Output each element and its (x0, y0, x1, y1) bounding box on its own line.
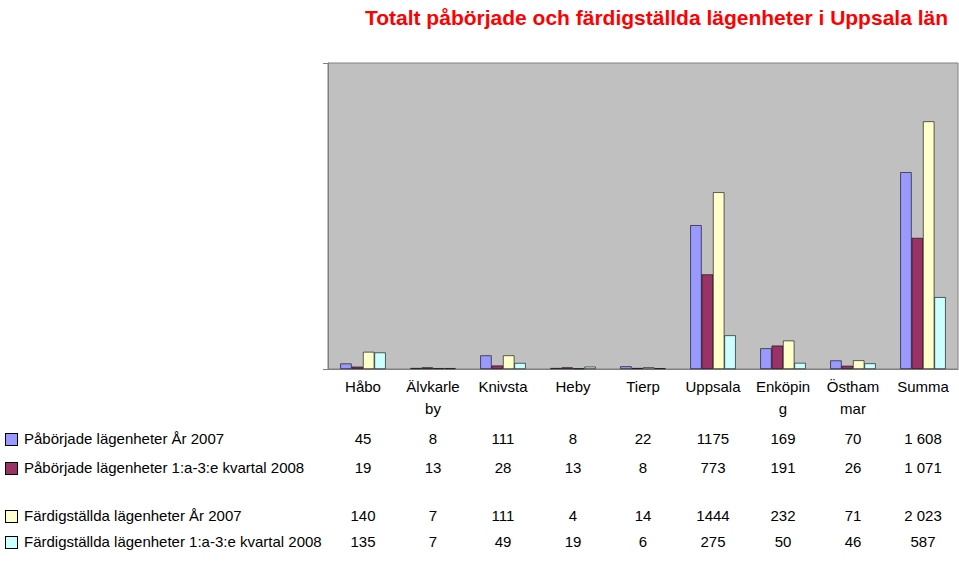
html-text:1 608: 1 608 (904, 430, 942, 447)
html-text:773: 773 (700, 459, 726, 476)
html-text:8: 8 (638, 459, 648, 476)
html-text:13: 13 (564, 459, 582, 476)
html-text:46: 46 (844, 533, 862, 550)
html-text:70: 70 (844, 430, 862, 447)
html-text:Färdigställda lägenheter 1:a-3: Färdigställda lägenheter 1:a-3:e kvartal… (24, 533, 322, 550)
html-text:71: 71 (844, 507, 862, 524)
html-text:45: 45 (354, 430, 372, 447)
svg-text:Totalt påbörjade och färdigstä: Totalt påbörjade och färdigställda lägen… (365, 6, 948, 29)
html-text:13: 13 (424, 459, 442, 476)
html-text:19: 19 (354, 459, 372, 476)
html-text:8: 8 (428, 430, 438, 447)
html-text:26: 26 (844, 459, 862, 476)
html-text:1444: 1444 (696, 507, 730, 524)
svg-text:Knivsta: Knivsta (478, 378, 528, 395)
html-text:19: 19 (564, 533, 582, 550)
svg-text:Enköpin: Enköpin (756, 378, 810, 395)
html-text:Färdigställda lägenheter År 20: Färdigställda lägenheter År 2007 (24, 507, 242, 524)
html-text:50: 50 (774, 533, 792, 550)
svg-text:Heby: Heby (555, 378, 591, 395)
html-text:22: 22 (634, 430, 652, 447)
html-text:232: 232 (770, 507, 796, 524)
html-text:4: 4 (568, 507, 578, 524)
html-text:2 023: 2 023 (904, 507, 942, 524)
html-text:14: 14 (634, 507, 652, 524)
svg-text:g: g (779, 400, 787, 417)
svg-text:Tierp: Tierp (626, 378, 660, 395)
html-text:28: 28 (494, 459, 512, 476)
html-text:111: 111 (491, 430, 515, 447)
svg-text:Håbo: Håbo (345, 378, 381, 395)
html-text:7: 7 (428, 533, 438, 550)
html-text:49: 49 (494, 533, 512, 550)
html-text:1175: 1175 (696, 430, 730, 447)
svg-text:by: by (425, 400, 441, 417)
html-text:Påbörjade lägenheter 1:a-3:e k: Påbörjade lägenheter 1:a-3:e kvartal 200… (24, 459, 305, 476)
svg-text:Summa: Summa (897, 378, 949, 395)
svg-text:Uppsala: Uppsala (685, 378, 741, 395)
svg-text:Östham: Östham (827, 378, 880, 395)
html-text:1 071: 1 071 (904, 459, 942, 476)
html-text:Påbörjade lägenheter År 2007: Påbörjade lägenheter År 2007 (24, 430, 225, 447)
html-text:7: 7 (428, 507, 438, 524)
html-text:135: 135 (350, 533, 376, 550)
svg-text:Älvkarle: Älvkarle (406, 378, 459, 395)
html-text:275: 275 (700, 533, 726, 550)
html-text:111: 111 (491, 507, 515, 524)
html-text:140: 140 (350, 507, 376, 524)
html-text:8: 8 (568, 430, 578, 447)
html-text:169: 169 (770, 430, 796, 447)
html-text:191: 191 (770, 459, 796, 476)
html-text:6: 6 (638, 533, 648, 550)
svg-text:mar: mar (840, 400, 866, 417)
html-text:587: 587 (910, 533, 936, 550)
